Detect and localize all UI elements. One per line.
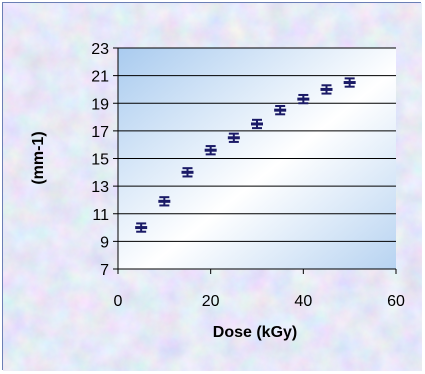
x-tick-label: 0 bbox=[114, 293, 123, 310]
y-tick-label: 7 bbox=[100, 262, 109, 279]
y-tick-label: 17 bbox=[91, 124, 109, 141]
data-point bbox=[181, 167, 194, 178]
data-point bbox=[343, 77, 356, 88]
data-point bbox=[274, 105, 287, 116]
data-point bbox=[135, 222, 148, 233]
data-point bbox=[204, 145, 217, 156]
x-axis-title: Dose (kGy) bbox=[213, 324, 297, 341]
data-point bbox=[158, 196, 171, 207]
y-tick-label: 23 bbox=[91, 41, 109, 58]
y-tick-label: 19 bbox=[91, 96, 109, 113]
x-tick-label: 40 bbox=[294, 293, 312, 310]
x-tick-label: 60 bbox=[387, 293, 405, 310]
y-tick-label: 13 bbox=[91, 179, 109, 196]
chart: 7 9 11 13 15 17 19 21 23 0 20 40 60 Dose (kGy) (mm-1… bbox=[3, 3, 422, 371]
data-point bbox=[320, 84, 333, 95]
data-point bbox=[251, 118, 263, 130]
y-axis-title: (mm-1) bbox=[30, 131, 47, 184]
data-point bbox=[227, 132, 240, 143]
chart-frame: 7 9 11 13 15 17 19 21 23 0 20 40 60 Dose (kGy) (mm-1… bbox=[2, 2, 422, 371]
x-tick-label: 20 bbox=[202, 293, 220, 310]
y-tick-label: 9 bbox=[100, 234, 109, 251]
y-tick-label: 11 bbox=[92, 207, 109, 224]
y-tick-label: 15 bbox=[91, 152, 109, 169]
y-tick-label: 21 bbox=[91, 69, 109, 86]
data-point bbox=[297, 93, 310, 105]
